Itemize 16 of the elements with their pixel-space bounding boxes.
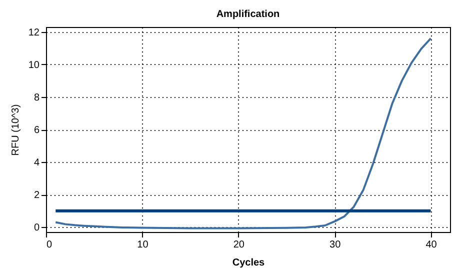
x-tick-label: 40 (426, 240, 438, 250)
line-series (54, 37, 432, 230)
x-axis-title: Cycles (232, 258, 266, 268)
x-tick-label: 20 (233, 240, 245, 250)
chart-title: Amplification (216, 8, 280, 20)
y-tick-label: 8 (34, 92, 40, 104)
y-tick-label: 2 (34, 190, 40, 202)
y-tick-label: 12 (28, 27, 40, 38)
y-tick-label: 4 (34, 158, 40, 169)
y-tick-label: 6 (34, 125, 40, 136)
y-tick-label: 0 (34, 222, 40, 234)
x-tick-label: 10 (137, 240, 149, 250)
x-tick-label: 30 (330, 240, 342, 250)
y-axis-title: RFU (10^3) (10, 104, 22, 156)
x-tick-label: 0 (46, 240, 52, 250)
y-tick-label: 10 (28, 60, 40, 71)
